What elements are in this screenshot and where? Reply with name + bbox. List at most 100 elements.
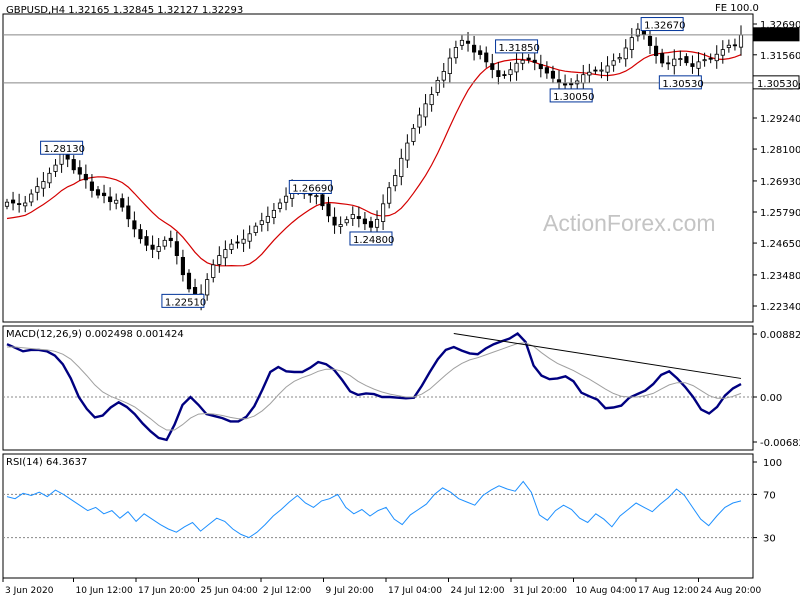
candle-body [599, 69, 604, 72]
candle-body [666, 62, 671, 65]
candle-body [283, 195, 289, 203]
price-tick-label: 1.28100 [760, 145, 800, 156]
price-tick-label: 1.22340 [760, 302, 800, 313]
candle-body [162, 239, 167, 247]
candle-body [563, 83, 568, 86]
candle-body [690, 63, 695, 67]
candle-body [490, 63, 495, 70]
candle-body [10, 199, 16, 204]
candle-body [47, 172, 52, 184]
candle-body [708, 57, 713, 60]
candle-body [478, 50, 483, 55]
candle-body [374, 218, 380, 228]
candle-body [381, 203, 386, 222]
rsi-tick-label: 30 [763, 534, 776, 545]
candle-body [229, 243, 234, 250]
candle-body [23, 202, 28, 207]
candle-body [732, 44, 738, 47]
annotation-label: 1.24800 [353, 235, 394, 246]
time-tick-label: 10 Aug 04:00 [576, 586, 637, 596]
macd-axis: 0.008824 0.00 -0.006825 [753, 330, 800, 449]
time-tick-label: 10 Jun 12:00 [76, 586, 133, 596]
macd-tick-label: 0.00 [760, 393, 782, 404]
time-tick-label: 24 Aug 20:00 [701, 586, 762, 596]
candle-body [417, 114, 422, 128]
candle-body [544, 67, 549, 74]
time-tick-label: 2 Jul 12:00 [263, 586, 312, 596]
candle-body [247, 233, 252, 242]
candle-body [65, 154, 70, 160]
candle-body [623, 47, 628, 60]
candle-body [605, 65, 610, 73]
candle-body [399, 157, 404, 178]
candle-body [211, 264, 216, 278]
price-tag-box [752, 75, 800, 90]
candle-body [332, 216, 337, 226]
annotation-label: 1.32670 [644, 21, 685, 32]
candle-body [241, 238, 246, 244]
rsi-title: RSI(14) 64.3637 [6, 457, 87, 468]
candle-body [405, 142, 410, 161]
moving-average [6, 50, 742, 267]
candle-body [53, 164, 58, 172]
price-tag-label: 1.32293 [757, 31, 798, 42]
candle-body [387, 187, 392, 204]
candle-body [253, 225, 258, 233]
time-tick-label: 9 Jul 20:00 [326, 586, 375, 596]
candle-body [320, 194, 325, 207]
candle-body [350, 214, 355, 220]
candle-body [569, 82, 574, 86]
candle-body [144, 236, 149, 246]
candle-body [411, 127, 416, 142]
time-tick-label: 24 Jul 12:00 [451, 586, 505, 596]
macd-panel: MACD(12,26,9) 0.002498 0.001424 0.008824… [2, 325, 800, 451]
price-tick-label: 1.26930 [760, 177, 800, 188]
price-axis: 1.326901.315601.304301.292401.281001.269… [752, 20, 800, 313]
candle-body [556, 79, 562, 83]
price-tag-label: 1.30530 [757, 79, 798, 90]
annotation-box [640, 17, 684, 32]
candle-body [344, 219, 349, 224]
candle-body [338, 224, 343, 227]
candle-body [120, 198, 125, 208]
macd-title: MACD(12,26,9) 0.002498 0.001424 [6, 329, 184, 340]
candle-body [453, 47, 458, 59]
candle-body [684, 56, 689, 64]
candle-body [326, 203, 331, 217]
candle-body [647, 35, 653, 46]
rsi-panel: RSI(14) 64.3637 100 70 30 [2, 453, 782, 579]
candle-body [496, 70, 501, 77]
candle-body [502, 74, 507, 76]
rsi-lines [3, 480, 753, 539]
candle-body [174, 241, 179, 256]
candle-body [472, 44, 477, 53]
candle-body [726, 44, 731, 48]
candle-body [314, 195, 319, 198]
watermark: ActionForex.com [543, 210, 716, 236]
candle-body [447, 57, 452, 74]
fe-label: FE 100.0 [715, 3, 759, 14]
candle-body [550, 70, 556, 79]
rsi-axis: 100 70 30 [753, 458, 782, 545]
candle-body [95, 189, 101, 196]
candle-body [114, 199, 119, 204]
annotation-box [658, 75, 702, 90]
candle-body [593, 69, 598, 72]
candle-body [714, 53, 719, 62]
candle-body [484, 52, 489, 63]
time-tick-label: 17 Jul 04:00 [388, 586, 442, 596]
candle-body [520, 59, 525, 64]
price-panel-frame [2, 13, 754, 323]
annotation-label: 1.22510 [165, 297, 206, 308]
time-tick-label: 17 Jun 20:00 [138, 586, 195, 596]
candle-body [678, 58, 683, 61]
signal-series-line [7, 342, 742, 431]
ma-series-line [6, 50, 742, 267]
annotation-label: 1.28130 [44, 144, 85, 155]
price-annotations: 1.28130 1.22510 1.26690 1.24800 1.31850 1.300… [40, 17, 704, 308]
macd-lines [3, 331, 753, 442]
candle-body [71, 159, 76, 171]
annotation-box [161, 293, 205, 308]
candle-body [186, 272, 192, 290]
